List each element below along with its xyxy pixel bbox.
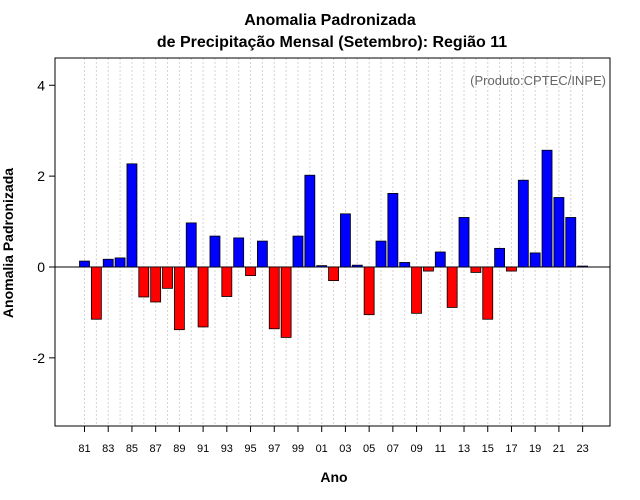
bar-02	[328, 266, 339, 282]
bar-17	[506, 266, 517, 272]
bar-85	[126, 163, 138, 268]
bar-82	[90, 266, 102, 320]
bar-93	[221, 266, 233, 297]
x-tick-label: 93	[221, 443, 233, 455]
x-tick-label: 07	[387, 443, 399, 455]
bar-87	[150, 266, 162, 303]
y-tick-label: 4	[37, 77, 45, 93]
bar-00	[304, 174, 316, 268]
bar-83	[102, 258, 114, 268]
y-axis-label: Anomalia Padronizada	[0, 168, 16, 318]
bar-09	[411, 266, 422, 314]
bar-01	[316, 265, 328, 268]
chart-title: Anomalia Padronizada	[244, 12, 416, 29]
x-tick-label: 91	[197, 443, 209, 455]
y-axis: -2 0 2 4	[33, 77, 55, 366]
bar-97	[268, 266, 280, 330]
bar-13	[458, 217, 470, 268]
x-tick-label: 89	[173, 443, 185, 455]
x-tick-label: 09	[410, 443, 422, 455]
bar-91	[197, 266, 209, 328]
bar-14	[470, 266, 482, 273]
bar-05	[363, 266, 375, 316]
chart-subtitle: de Precipitação Mensal (Setembro): Regiã…	[157, 34, 507, 51]
bar-95	[245, 266, 256, 277]
x-tick-label: 05	[363, 443, 375, 455]
x-tick-label: 13	[458, 443, 470, 455]
bar-23	[577, 265, 589, 268]
y-tick-label: -2	[33, 350, 46, 366]
x-tick-label: 83	[102, 443, 114, 455]
bar-92	[209, 235, 221, 268]
bar-20	[541, 149, 553, 268]
x-tick-label: 97	[268, 443, 280, 455]
bar-08	[399, 262, 411, 268]
bar-99	[292, 235, 304, 268]
bar-06	[375, 240, 387, 268]
y-tick-label: 0	[37, 259, 45, 275]
bar-07	[387, 192, 399, 268]
bar-84	[114, 257, 126, 268]
x-tick-label: 19	[529, 443, 541, 455]
x-tick-label: 03	[339, 443, 351, 455]
bar-03	[340, 213, 351, 268]
bar-21	[553, 197, 565, 268]
bar-96	[256, 240, 268, 268]
bar-16	[494, 247, 506, 268]
bar-04	[351, 264, 363, 268]
x-axis: 81 83 85 87 89 91 93 95 97 99 01 03 05 07 09 11 13 15 17 19…	[78, 426, 589, 455]
bar-86	[138, 266, 150, 298]
bar-12	[446, 266, 458, 308]
x-tick-label: 85	[126, 443, 138, 455]
credit-label: (Produto:CPTEC/INPE)	[470, 73, 606, 88]
x-tick-label: 99	[292, 443, 304, 455]
x-tick-label: 95	[244, 443, 256, 455]
bar-22	[565, 217, 577, 268]
bar-88	[162, 266, 173, 289]
x-tick-label: 17	[505, 443, 517, 455]
plot-frame	[54, 57, 611, 427]
bars	[79, 149, 589, 338]
vertical-grid	[84, 58, 584, 426]
bar-10	[423, 266, 434, 272]
bar-94	[233, 237, 245, 268]
x-tick-label: 01	[316, 443, 328, 455]
y-tick-label: 2	[37, 168, 45, 184]
bar-98	[280, 266, 292, 338]
bar-11	[434, 251, 446, 268]
bar-89	[173, 266, 185, 331]
x-tick-label: 11	[435, 443, 446, 455]
x-tick-label: 23	[576, 443, 588, 455]
bar-81	[79, 260, 90, 268]
x-tick-label: 81	[78, 443, 90, 455]
x-axis-label: Ano	[320, 469, 347, 485]
x-tick-label: 87	[150, 443, 162, 455]
bar-15	[482, 266, 494, 320]
bar-90	[185, 222, 197, 268]
bar-18	[517, 179, 529, 268]
x-tick-label: 15	[482, 443, 494, 455]
x-tick-label: 21	[553, 443, 565, 455]
bar-19	[529, 252, 541, 268]
